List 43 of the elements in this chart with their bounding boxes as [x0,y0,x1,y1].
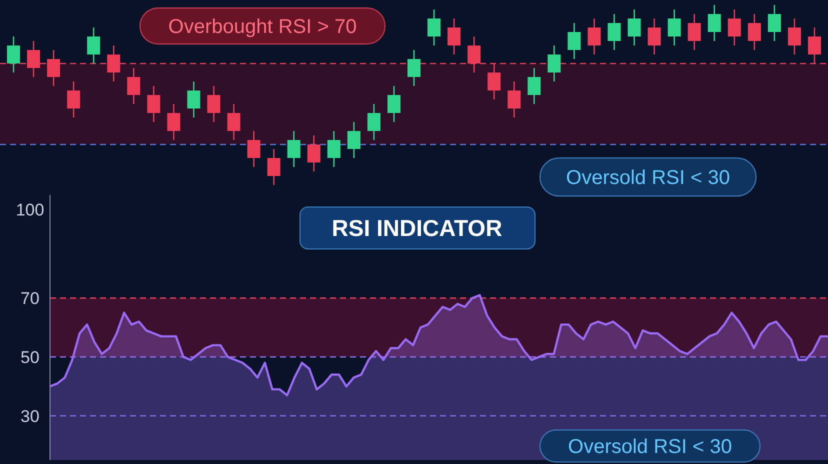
candlestick [347,121,360,159]
y-tick-label: 70 [20,289,40,308]
candlestick [207,85,220,123]
candlestick [608,13,621,51]
y-tick-label: 30 [20,406,40,426]
candlestick [287,130,300,168]
candlestick [508,80,521,118]
candlestick [327,130,340,168]
candlestick [668,8,681,46]
candlestick [7,36,20,74]
candlestick [187,80,200,118]
text: RSI INDICATOR [332,215,503,241]
candlestick [167,103,180,141]
candlestick [227,103,240,141]
candlestick [267,148,280,186]
candlestick [67,80,80,118]
candlestick [307,134,320,172]
candlestick [768,4,781,42]
candlestick [87,26,100,64]
candlestick [628,8,641,46]
candlestick [407,49,421,87]
candlestick [247,130,260,168]
candlestick [688,13,701,51]
candlestick [387,85,400,123]
candlestick [528,67,541,105]
candlestick [588,18,601,56]
candlestick [367,103,380,141]
annotation: Oversold RSI < 30 [566,167,730,189]
candlestick [428,8,441,46]
candlestick [728,8,741,46]
candlestick [748,13,761,51]
annotation: Oversold RSI < 30 [568,436,732,458]
candlestick [708,4,721,42]
candlestick [548,44,561,82]
annotation: Overbought RSI > 70 [168,16,357,38]
candlestick [788,18,801,56]
y-tick-label: 50 [20,348,40,367]
candlestick [568,22,581,60]
candlestick [127,67,140,105]
y-tick-label: 100 [16,200,44,220]
candlestick [448,18,461,56]
candlestick [648,18,661,56]
candlestick [147,85,160,123]
